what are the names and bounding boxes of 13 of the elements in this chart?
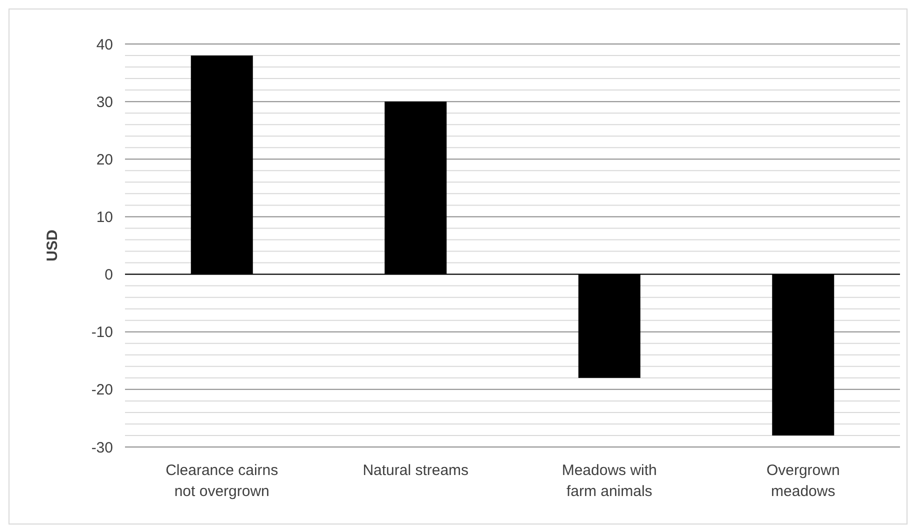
y-tick-label: -30 bbox=[91, 439, 113, 456]
y-tick-label: -20 bbox=[91, 382, 113, 399]
y-tick-label: -10 bbox=[91, 324, 113, 342]
x-tick-label: Natural streams bbox=[362, 462, 469, 479]
x-tick-label: Clearance cairns not overgrown bbox=[166, 462, 278, 500]
x-tick-label: Meadows with farm animals bbox=[562, 462, 657, 500]
y-tick-label: 30 bbox=[96, 94, 113, 111]
y-axis-title: USD bbox=[44, 230, 61, 262]
y-tick-label: 40 bbox=[96, 36, 113, 54]
y-tick-label: 20 bbox=[96, 151, 113, 168]
y-tick-label: 0 bbox=[104, 266, 113, 284]
x-tick-label: Overgrown meadows bbox=[766, 462, 840, 500]
y-tick-label: 10 bbox=[96, 208, 113, 226]
